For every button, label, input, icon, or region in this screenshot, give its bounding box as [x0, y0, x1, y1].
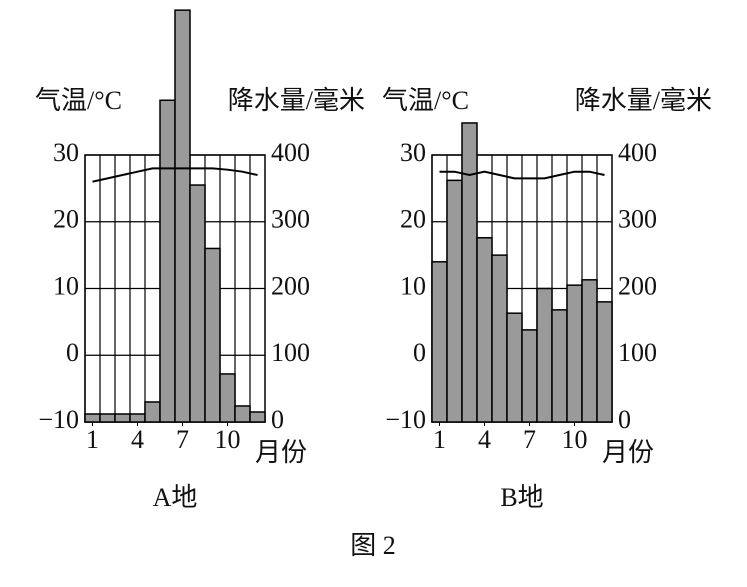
bar [581, 279, 598, 423]
bar [446, 179, 463, 423]
temperature-line [92, 167, 258, 183]
bar [144, 401, 161, 423]
x-tick-label: 4 [131, 425, 144, 454]
y-tick-label: −10 [38, 405, 79, 434]
bar [476, 237, 493, 423]
temperature-line [439, 170, 605, 180]
x-axis-title: 月份 [602, 438, 654, 467]
bar [506, 312, 523, 423]
bar [114, 413, 131, 423]
bar [204, 247, 221, 423]
figure-caption: 图 2 [350, 531, 396, 560]
y-tick-label: 0 [413, 338, 426, 367]
y2-tick-label: 0 [618, 405, 631, 434]
bar [461, 122, 478, 423]
chart-title: A地 [153, 483, 198, 512]
x-tick-label: 7 [176, 425, 189, 454]
y2-tick-label: 0 [271, 405, 284, 434]
y2-tick-label: 300 [618, 205, 657, 234]
x-tick-label: 7 [523, 425, 536, 454]
y2-axis-title: 降水量/毫米 [228, 86, 365, 115]
y-tick-label: −10 [385, 405, 426, 434]
bar [551, 309, 568, 423]
bar [566, 284, 583, 423]
x-tick-label: 4 [478, 425, 491, 454]
bar [219, 373, 236, 423]
y2-tick-label: 100 [271, 338, 310, 367]
bar [491, 254, 508, 423]
bar [159, 99, 176, 423]
y-axis-title: 气温/°C [35, 86, 122, 115]
x-tick-label: 1 [86, 425, 99, 454]
bar [536, 287, 553, 423]
bar [431, 261, 448, 423]
y-tick-label: 20 [53, 205, 79, 234]
y-tick-label: 0 [66, 338, 79, 367]
y2-tick-label: 400 [618, 138, 657, 167]
bar [99, 413, 116, 423]
bar [174, 9, 191, 423]
x-axis-title: 月份 [255, 438, 307, 467]
y-tick-label: 30 [53, 138, 79, 167]
bar [596, 301, 613, 423]
chart-title: B地 [500, 483, 543, 512]
x-tick-label: 10 [562, 425, 588, 454]
y2-axis-title: 降水量/毫米 [575, 86, 712, 115]
y-tick-label: 20 [400, 205, 426, 234]
y2-tick-label: 400 [271, 138, 310, 167]
y-tick-label: 10 [400, 271, 426, 300]
bar [84, 413, 101, 423]
bar [234, 405, 251, 423]
y2-tick-label: 100 [618, 338, 657, 367]
y-tick-label: 30 [400, 138, 426, 167]
y2-tick-label: 200 [271, 271, 310, 300]
y2-tick-label: 200 [618, 271, 657, 300]
bar [129, 413, 146, 423]
bar [249, 411, 266, 423]
y-axis-title: 气温/°C [382, 86, 469, 115]
x-tick-label: 10 [215, 425, 241, 454]
bar [521, 329, 538, 423]
x-tick-label: 1 [433, 425, 446, 454]
y-tick-label: 10 [53, 271, 79, 300]
y2-tick-label: 300 [271, 205, 310, 234]
bar [189, 184, 206, 423]
